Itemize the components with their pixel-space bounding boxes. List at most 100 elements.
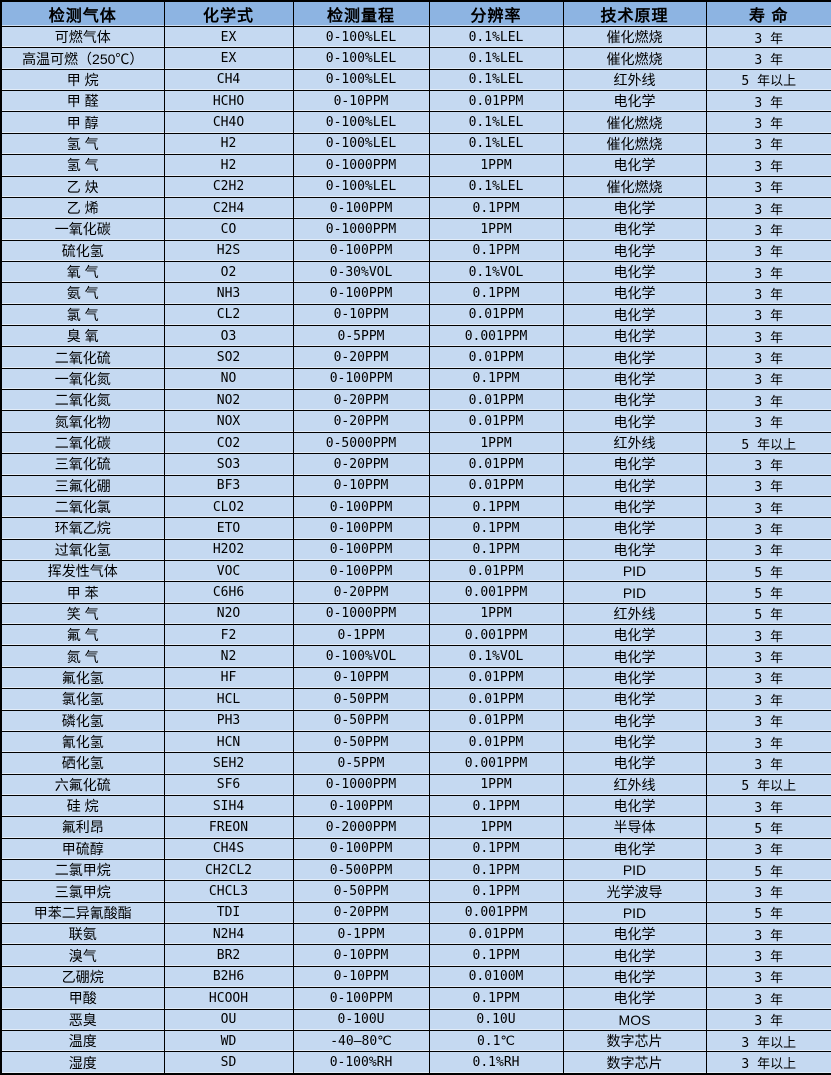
cell-resolution: 0.01PPM [428, 410, 564, 433]
cell-formula: HCL [163, 688, 294, 711]
cell-lifespan: 3 年 [705, 196, 831, 220]
cell-resolution: 0.1PPM [428, 239, 564, 262]
table-row: 笑 气 N2O 0-1000PPM 1PPM 红外线 5 年 [0, 602, 831, 626]
cell-lifespan: 3 年 [705, 752, 831, 775]
cell-resolution: 0.001PPM [428, 752, 564, 775]
cell-range: 0-100%RH [292, 1051, 430, 1075]
cell-formula: NO [163, 367, 294, 391]
table-row: 三氟化硼 BF3 0-10PPM 0.01PPM 电化学 3 年 [0, 474, 831, 497]
cell-lifespan: 3 年 [705, 730, 831, 754]
table-row: 乙 烯 C2H4 0-100PPM 0.1PPM 电化学 3 年 [0, 196, 831, 220]
table-row: 甲硫醇 CH4S 0-100PPM 0.1PPM 电化学 3 年 [0, 837, 831, 861]
table-row: 氯化氢 HCL 0-50PPM 0.01PPM 电化学 3 年 [0, 688, 831, 711]
cell-formula: CO [163, 218, 294, 241]
cell-gas-name: 三氯甲烷 [0, 880, 165, 903]
cell-lifespan: 3 年 [705, 837, 831, 861]
cell-range: 0-100PPM [292, 367, 430, 391]
cell-gas-name: 氮 气 [0, 645, 165, 668]
cell-resolution: 0.1PPM [428, 517, 564, 540]
cell-range: 0-1000PPM [292, 602, 430, 626]
cell-principle: 数字芯片 [562, 1029, 707, 1053]
cell-resolution: 0.001PPM [428, 581, 564, 604]
cell-range: 0-100PPM [292, 517, 430, 540]
table-row: 过氧化氢 H2O2 0-100PPM 0.1PPM 电化学 3 年 [0, 538, 831, 561]
cell-range: 0-100%LEL [292, 47, 430, 70]
cell-gas-name: 二氧化氮 [0, 389, 165, 412]
cell-range: 0-20PPM [292, 346, 430, 369]
cell-gas-name: 一氧化碳 [0, 218, 165, 241]
cell-resolution: 0.1%LEL [428, 25, 564, 49]
cell-gas-name: 甲 苯 [0, 581, 165, 604]
table-row: 臭 氧 O3 0-5PPM 0.001PPM 电化学 3 年 [0, 325, 831, 348]
cell-range: 0-10PPM [292, 474, 430, 497]
cell-range: 0-1PPM [292, 624, 430, 647]
table-row: 氮 气 N2 0-100%VOL 0.1%VOL 电化学 3 年 [0, 645, 831, 668]
cell-gas-name: 温度 [0, 1029, 165, 1053]
cell-range: -40—80℃ [292, 1029, 430, 1053]
cell-range: 0-100%LEL [292, 132, 430, 156]
cell-formula: CO2 [163, 431, 294, 455]
cell-gas-name: 氟利昂 [0, 816, 165, 839]
cell-gas-name: 氢 气 [0, 132, 165, 156]
cell-formula: HCN [163, 730, 294, 754]
cell-principle: 电化学 [562, 389, 707, 412]
table-row: 氟化氢 HF 0-10PPM 0.01PPM 电化学 3 年 [0, 666, 831, 690]
cell-principle: 电化学 [562, 474, 707, 497]
cell-gas-name: 过氧化氢 [0, 538, 165, 561]
cell-principle: 电化学 [562, 688, 707, 711]
cell-range: 0-100PPM [292, 559, 430, 583]
table-row: 一氧化碳 CO 0-1000PPM 1PPM 电化学 3 年 [0, 218, 831, 241]
cell-range: 0-100PPM [292, 794, 430, 818]
cell-lifespan: 3 年 [705, 688, 831, 711]
cell-lifespan: 5 年 [705, 816, 831, 839]
cell-principle: PID [562, 581, 707, 604]
cell-lifespan: 3 年 [705, 303, 831, 327]
cell-resolution: 0.1PPM [428, 495, 564, 519]
cell-lifespan: 3 年 [705, 987, 831, 1010]
cell-range: 0-1000PPM [292, 154, 430, 177]
cell-lifespan: 3 年 [705, 218, 831, 241]
cell-range: 0-50PPM [292, 730, 430, 754]
table-row: 一氧化氮 NO 0-100PPM 0.1PPM 电化学 3 年 [0, 367, 831, 391]
table-row: 硫化氢 H2S 0-100PPM 0.1PPM 电化学 3 年 [0, 239, 831, 262]
cell-gas-name: 一氧化氮 [0, 367, 165, 391]
cell-resolution: 0.01PPM [428, 923, 564, 946]
cell-range: 0-30%VOL [292, 260, 430, 284]
cell-lifespan: 3 年 [705, 111, 831, 134]
cell-range: 0-100PPM [292, 538, 430, 561]
cell-formula: C2H4 [163, 196, 294, 220]
cell-range: 0-10PPM [292, 666, 430, 690]
cell-lifespan: 3 年 [705, 794, 831, 818]
cell-range: 0-1PPM [292, 923, 430, 946]
cell-range: 0-100%LEL [292, 25, 430, 49]
cell-lifespan: 3 年 [705, 47, 831, 70]
table-row: 联氨 N2H4 0-1PPM 0.01PPM 电化学 3 年 [0, 923, 831, 946]
cell-resolution: 0.1℃ [428, 1029, 564, 1053]
cell-gas-name: 甲 醛 [0, 90, 165, 113]
cell-lifespan: 5 年 [705, 859, 831, 882]
cell-lifespan: 3 年 [705, 666, 831, 690]
cell-gas-name: 湿度 [0, 1051, 165, 1075]
cell-range: 0-100PPM [292, 987, 430, 1010]
cell-resolution: 0.01PPM [428, 303, 564, 327]
cell-gas-name: 甲苯二异氰酸酯 [0, 901, 165, 925]
cell-formula: CH4 [163, 68, 294, 92]
table-row: 甲苯二异氰酸酯 TDI 0-20PPM 0.001PPM PID 5 年 [0, 901, 831, 925]
cell-gas-name: 二氧化碳 [0, 431, 165, 455]
table-row: 三氯甲烷 CHCL3 0-50PPM 0.1PPM 光学波导 3 年 [0, 880, 831, 903]
table-row: 氯 气 CL2 0-10PPM 0.01PPM 电化学 3 年 [0, 303, 831, 327]
table-row: 二氧化氯 CLO2 0-100PPM 0.1PPM 电化学 3 年 [0, 495, 831, 519]
cell-principle: 电化学 [562, 218, 707, 241]
cell-gas-name: 恶臭 [0, 1008, 165, 1031]
cell-principle: 红外线 [562, 68, 707, 92]
cell-resolution: 0.1%LEL [428, 132, 564, 156]
table-row: 甲酸 HCOOH 0-100PPM 0.1PPM 电化学 3 年 [0, 987, 831, 1010]
table-row: 氟 气 F2 0-1PPM 0.001PPM 电化学 3 年 [0, 624, 831, 647]
cell-lifespan: 3 年 [705, 25, 831, 49]
cell-resolution: 0.01PPM [428, 688, 564, 711]
cell-formula: N2O [163, 602, 294, 626]
cell-resolution: 0.01PPM [428, 474, 564, 497]
cell-resolution: 0.01PPM [428, 389, 564, 412]
cell-gas-name: 氟 气 [0, 624, 165, 647]
cell-lifespan: 3 年 [705, 709, 831, 732]
